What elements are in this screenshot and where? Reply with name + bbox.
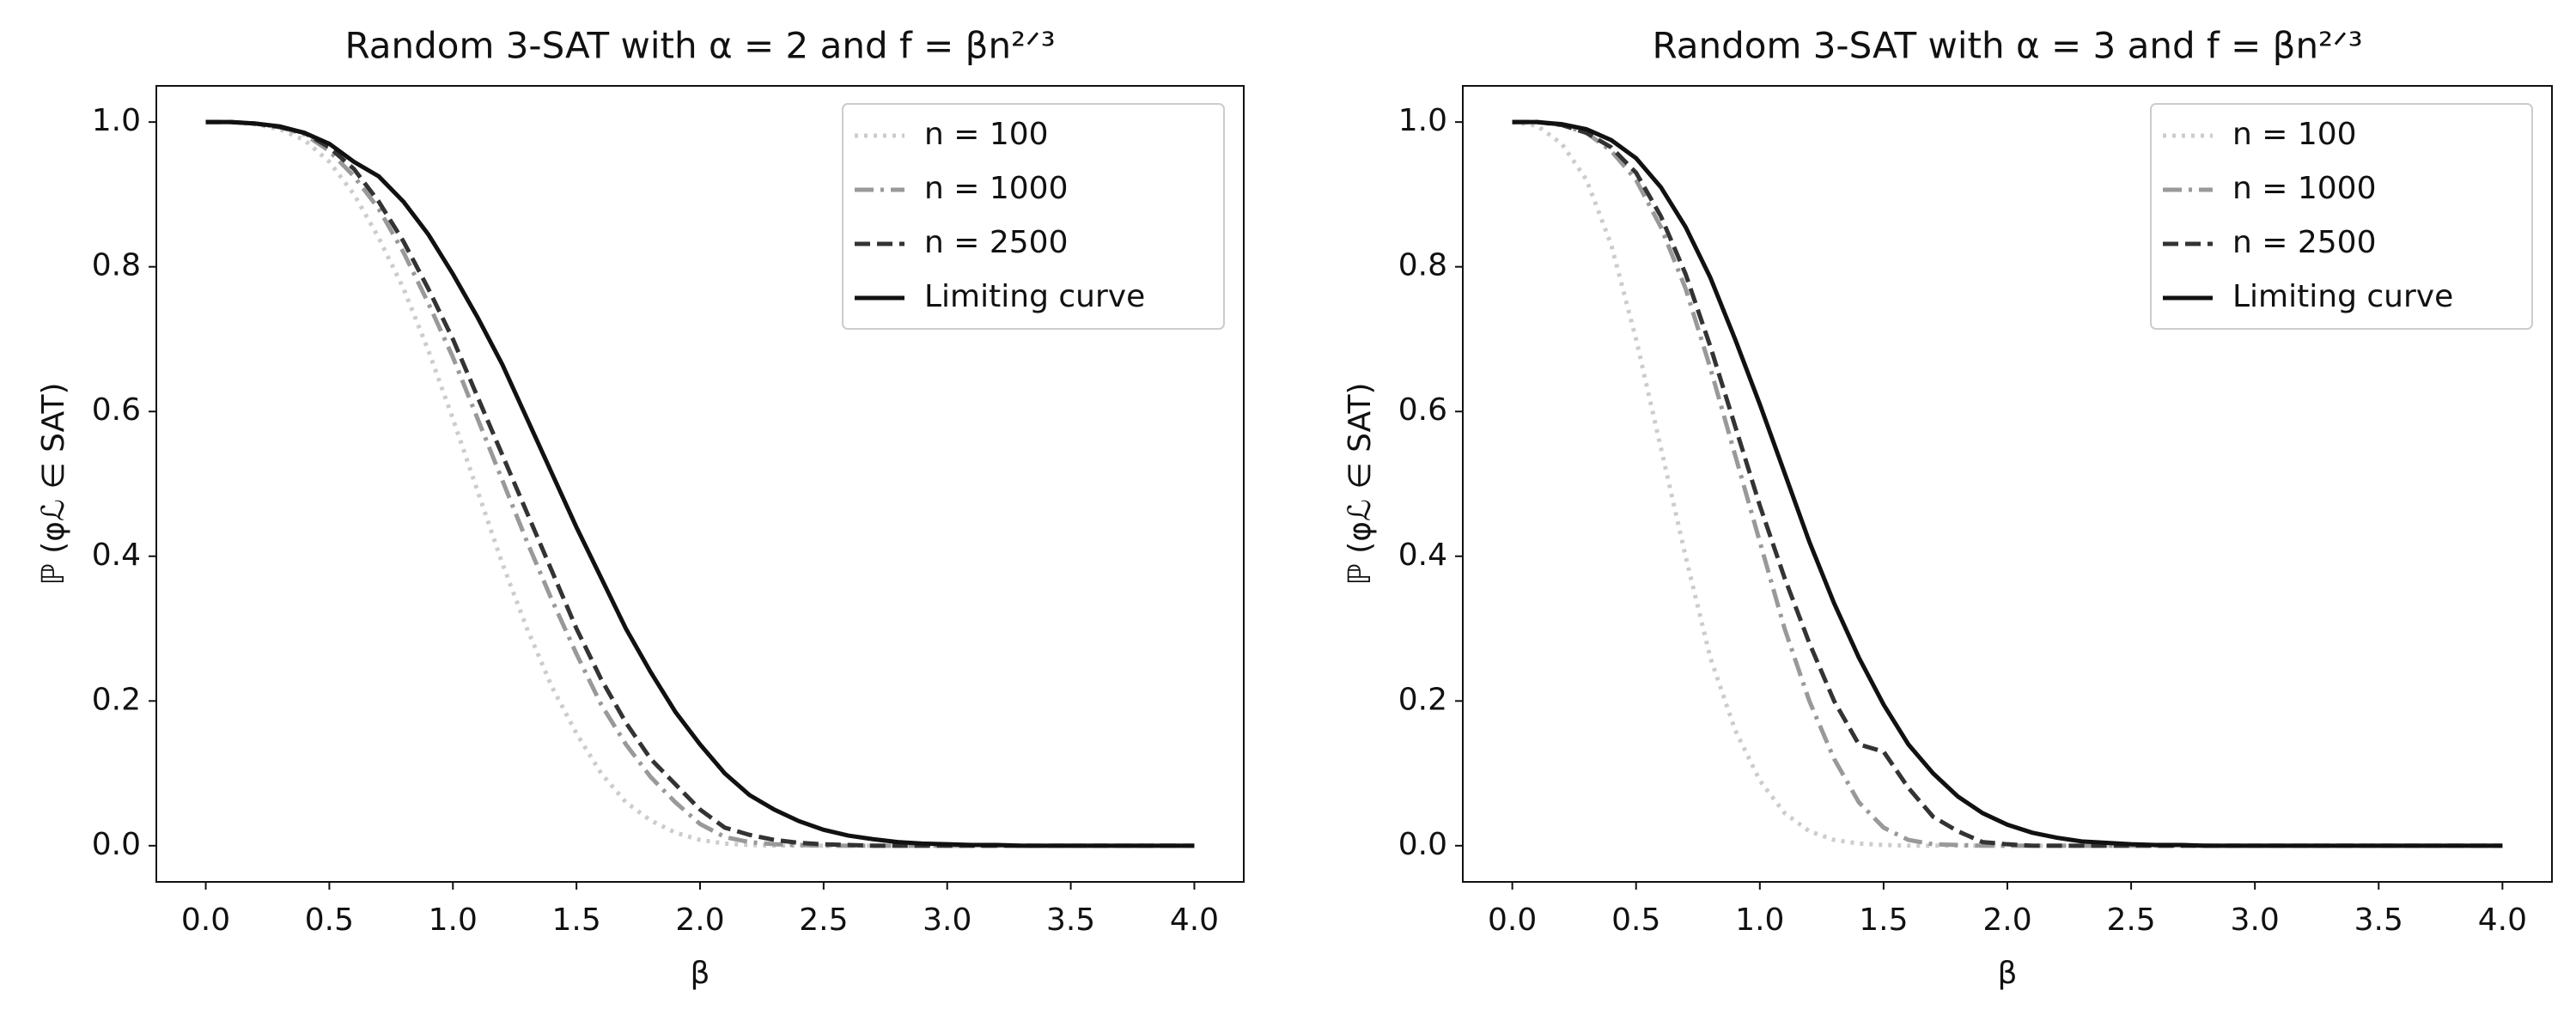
y-tick-label: 0.4 (1398, 538, 1447, 573)
x-axis-label: β (1998, 956, 2018, 991)
y-axis-label: ℙ (φℒ ∈ SAT) (36, 382, 71, 585)
plot-frame (155, 85, 1245, 883)
legend-label: n = 100 (2232, 117, 2357, 152)
y-tick-label: 0.2 (92, 682, 141, 717)
legend-label: n = 2500 (924, 225, 1068, 260)
y-tick-label: 1.0 (1398, 103, 1447, 138)
x-axis-label: β (691, 956, 710, 991)
x-tick-label: 3.0 (2231, 902, 2280, 938)
x-tick-label: 3.5 (2354, 902, 2403, 938)
legend-label: n = 100 (924, 117, 1049, 152)
x-tick-label: 2.0 (675, 902, 724, 938)
y-tick-label: 0.0 (92, 827, 141, 862)
x-tick-label: 1.0 (1735, 902, 1784, 938)
chart-title: Random 3-SAT with α = 3 and f = βn²ᐟ³ (1652, 25, 2362, 67)
chart: Random 3-SAT with α = 2 and f = βn²ᐟ³ β ℙ … (36, 25, 1245, 991)
x-tick-label: 1.5 (552, 902, 601, 938)
legend-label: n = 1000 (2232, 171, 2376, 206)
y-tick-label: 0.8 (1398, 248, 1447, 283)
legend-label: n = 1000 (924, 171, 1068, 206)
chart-title: Random 3-SAT with α = 2 and f = βn²ᐟ³ (344, 25, 1055, 67)
legend-label: Limiting curve (2232, 279, 2453, 314)
x-tick-label: 1.5 (1859, 902, 1908, 938)
x-tick-label: 3.5 (1046, 902, 1095, 938)
y-tick-label: 0.6 (92, 392, 141, 428)
x-tick-label: 4.0 (1170, 902, 1219, 938)
line-series (1512, 119, 2503, 848)
legend-label: n = 2500 (2232, 225, 2376, 260)
plot-frame (1462, 85, 2553, 883)
y-tick-label: 0.0 (1398, 827, 1447, 862)
y-tick-label: 1.0 (92, 103, 141, 138)
legend-box (842, 103, 1225, 330)
x-tick-label: 2.5 (799, 902, 848, 938)
y-tick-label: 0.2 (1398, 682, 1447, 717)
x-tick-label: 0.5 (1611, 902, 1660, 938)
x-tick-label: 3.0 (923, 902, 971, 938)
x-tick-label: 0.5 (305, 902, 354, 938)
y-tick-label: 0.6 (1398, 392, 1447, 428)
x-tick-label: 1.0 (429, 902, 478, 938)
x-tick-label: 0.0 (181, 902, 230, 938)
line-series (205, 119, 1195, 848)
x-tick-label: 0.0 (1488, 902, 1537, 938)
x-tick-label: 2.5 (2106, 902, 2155, 938)
x-tick-label: 2.0 (1982, 902, 2031, 938)
y-axis-label: ℙ (φℒ ∈ SAT) (1343, 382, 1378, 585)
x-tick-label: 4.0 (2478, 902, 2527, 938)
y-tick-label: 0.8 (92, 248, 141, 283)
chart: Random 3-SAT with α = 3 and f = βn²ᐟ³ β ℙ … (1343, 25, 2553, 991)
legend-box (2150, 103, 2533, 330)
y-tick-label: 0.4 (92, 538, 141, 573)
legend-label: Limiting curve (924, 279, 1145, 314)
